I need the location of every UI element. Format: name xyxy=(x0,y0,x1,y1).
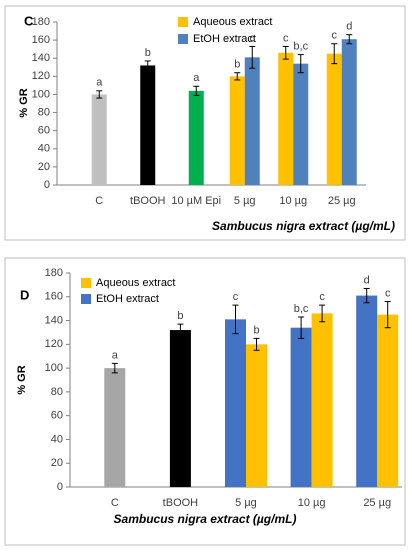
legend-swatch xyxy=(178,34,188,44)
bar xyxy=(356,295,378,487)
bar xyxy=(326,53,342,185)
y-tick-label: 40 xyxy=(51,433,63,445)
y-tick-label: 140 xyxy=(45,314,63,326)
significance-letter: c xyxy=(233,291,239,303)
significance-letter: b xyxy=(177,310,183,322)
x-tick-label: 10 µg xyxy=(298,497,326,509)
bar xyxy=(140,65,156,185)
y-tick-label: 120 xyxy=(32,70,50,82)
significance-letter: a xyxy=(112,349,119,361)
y-tick-label: 60 xyxy=(51,410,63,422)
y-tick-label: 180 xyxy=(32,16,50,28)
significance-letter: c xyxy=(385,287,391,299)
legend-label: EtOH extract xyxy=(96,293,159,305)
y-tick-label: 80 xyxy=(38,106,50,118)
bar xyxy=(246,344,267,487)
y-tick-label: 60 xyxy=(38,125,50,137)
x-tick-label: 10 µg xyxy=(279,195,307,207)
y-tick-label: 20 xyxy=(51,457,63,469)
bar xyxy=(104,368,126,487)
significance-letter: d xyxy=(364,274,370,286)
legend-swatch xyxy=(178,17,188,27)
panel-label: C xyxy=(24,13,34,28)
legend-swatch xyxy=(81,294,91,304)
x-axis-label: Sambucus nigra extract (µg/mL) xyxy=(212,219,395,233)
legend-label: Aqueous extract xyxy=(96,277,176,289)
y-tick-label: 120 xyxy=(45,338,63,350)
x-tick-label: 10 µM Epi xyxy=(171,195,221,207)
bar xyxy=(293,63,309,185)
legend-label: Aqueous extract xyxy=(193,16,273,28)
panel-label: D xyxy=(20,287,29,302)
x-tick-label: 25 µg xyxy=(363,497,391,509)
x-tick-label: C xyxy=(95,195,103,207)
bar xyxy=(169,330,191,487)
y-tick-label: 100 xyxy=(45,362,63,374)
bar xyxy=(278,52,294,186)
bar xyxy=(311,313,333,487)
legend-label: EtOH extract xyxy=(193,33,256,45)
panel-border xyxy=(4,5,406,241)
x-tick-label: C xyxy=(111,497,119,509)
significance-letter: c xyxy=(250,32,256,44)
bar xyxy=(225,319,246,487)
y-tick-label: 0 xyxy=(44,179,50,191)
y-tick-label: 0 xyxy=(57,481,63,493)
significance-letter: b,c xyxy=(293,41,308,53)
significance-letter: a xyxy=(96,77,103,89)
significance-letter: b,c xyxy=(294,303,309,315)
bar xyxy=(290,327,312,487)
y-axis-label: % GR xyxy=(16,365,28,394)
y-tick-label: 40 xyxy=(38,143,50,155)
panel-border xyxy=(4,257,406,546)
y-tick-label: 100 xyxy=(32,88,50,100)
significance-letter: b xyxy=(234,59,240,71)
x-axis-label: Sambucus nigra extract (µg/mL) xyxy=(114,512,297,526)
y-tick-label: 160 xyxy=(45,291,63,303)
significance-letter: b xyxy=(253,324,259,336)
y-tick-label: 140 xyxy=(32,52,50,64)
x-tick-label: 5 µg xyxy=(234,195,256,207)
y-tick-label: 160 xyxy=(32,34,50,46)
significance-letter: c xyxy=(332,30,338,42)
significance-letter: a xyxy=(193,72,200,84)
bar xyxy=(229,76,245,185)
legend-swatch xyxy=(81,278,91,288)
significance-letter: c xyxy=(283,32,289,44)
bar xyxy=(377,314,399,487)
y-tick-label: 80 xyxy=(51,386,63,398)
bar xyxy=(91,94,107,185)
x-tick-label: 25 µg xyxy=(328,195,356,207)
y-tick-label: 180 xyxy=(45,267,63,279)
x-tick-label: 5 µg xyxy=(235,497,257,509)
bar xyxy=(188,90,204,185)
bar xyxy=(244,57,260,185)
x-tick-label: tBOOH xyxy=(130,195,166,207)
bar xyxy=(341,39,357,186)
x-tick-label: tBOOH xyxy=(163,497,199,509)
y-axis-label: % GR xyxy=(18,88,30,117)
significance-letter: b xyxy=(145,47,151,59)
y-tick-label: 20 xyxy=(38,161,50,173)
significance-letter: d xyxy=(346,21,352,33)
significance-letter: c xyxy=(319,291,325,303)
